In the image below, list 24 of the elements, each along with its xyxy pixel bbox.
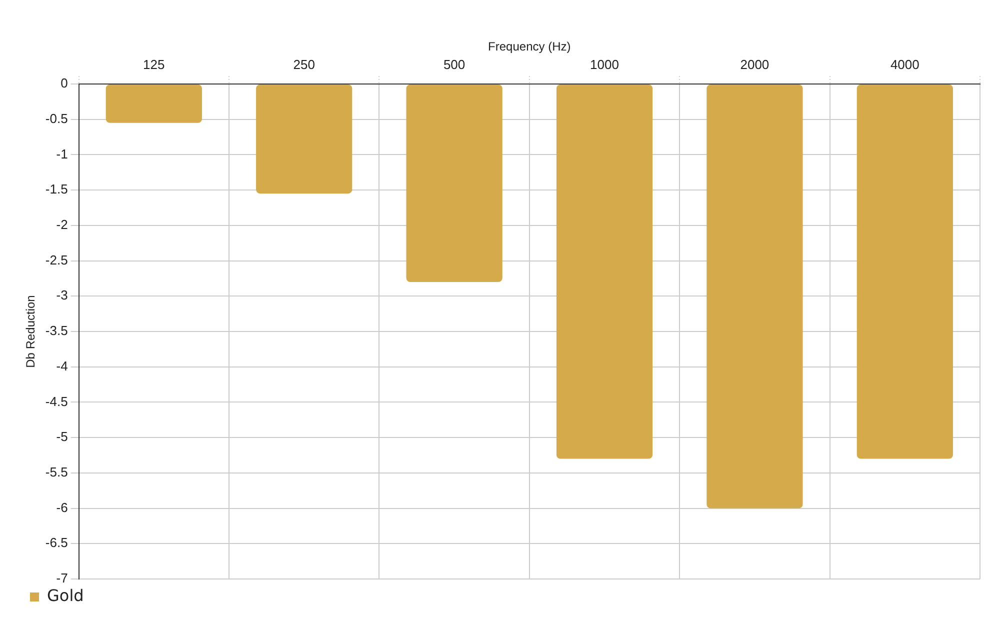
y-tick-label: -6 [56,500,68,515]
y-tick-label: 0 [60,76,68,91]
x-tick-label: 1000 [590,56,619,72]
legend-label: Gold [47,586,84,606]
x-tick-label: 2000 [740,56,770,72]
y-tick-label: -2.5 [45,252,68,268]
y-tick-label: -0.5 [45,110,68,126]
y-tick-label: -5.5 [45,464,68,480]
y-tick-label: -3 [56,288,68,303]
y-tick-label: -3.5 [45,323,68,338]
x-tick-label: 250 [293,56,315,72]
y-tick-label: -5 [56,429,68,444]
x-tick-label: 500 [443,56,466,72]
y-tick-label: -7 [56,570,68,586]
y-tick-label: -2 [56,217,68,232]
y-tick-label: -4.5 [45,394,68,409]
y-tick-label: -4 [56,358,68,374]
x-tick-label: 4000 [890,56,920,72]
y-tick-label: -6.5 [45,535,68,550]
x-axis-title: Frequency (Hz) [488,40,571,54]
y-tick-label: -1 [56,146,68,162]
y-axis-title: Db Reduction [24,295,38,368]
y-tick-label: -1.5 [45,182,68,197]
x-tick-label: 125 [143,56,165,72]
